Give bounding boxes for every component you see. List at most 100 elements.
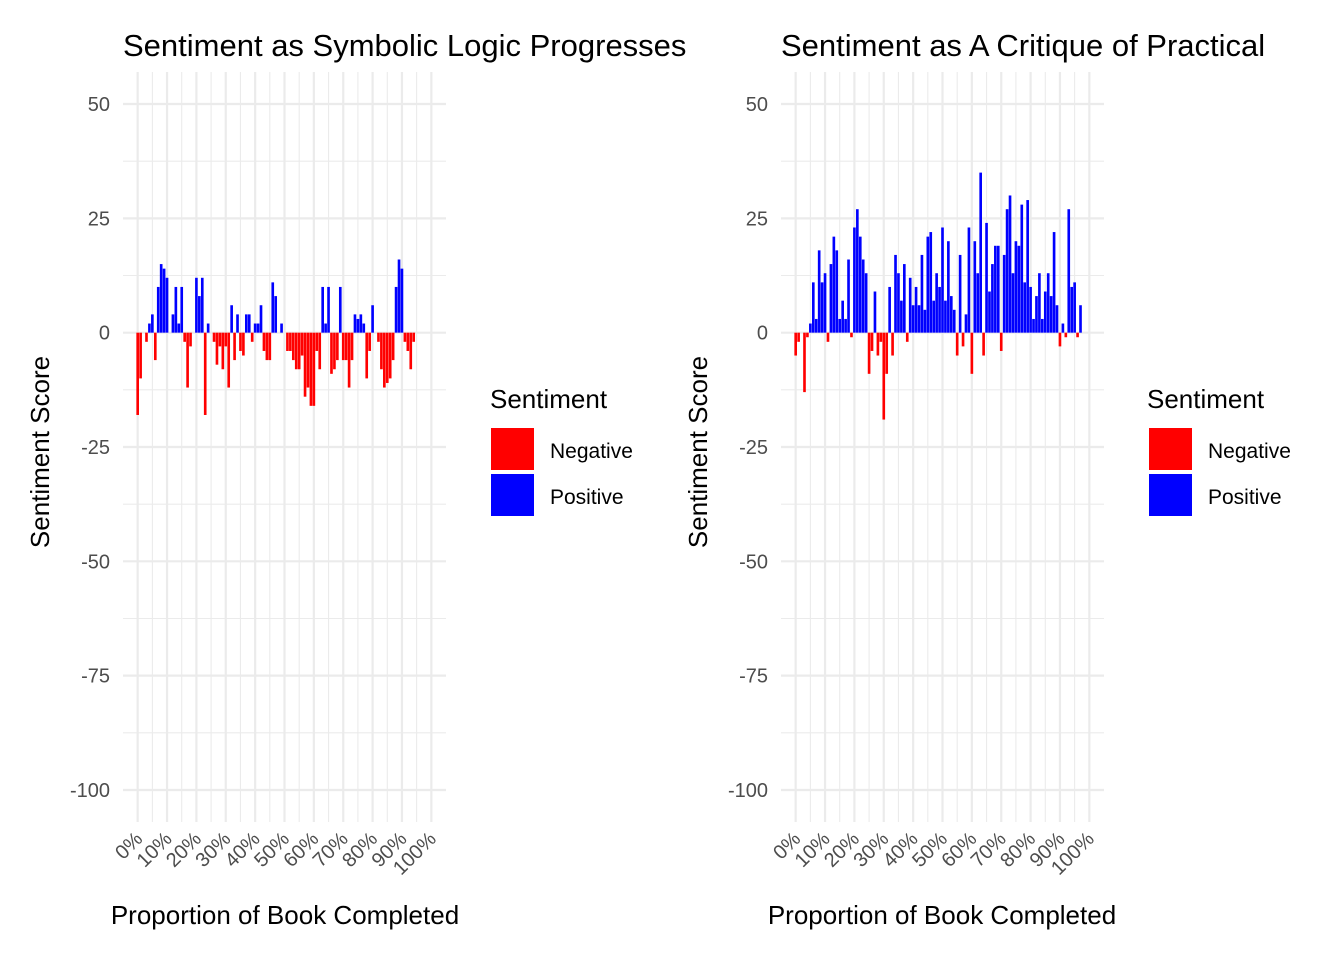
bar [156, 286, 160, 333]
bar [253, 323, 257, 333]
bar [206, 323, 210, 333]
bar [256, 323, 260, 333]
bar [212, 332, 216, 342]
bar [938, 286, 941, 333]
bar [844, 318, 847, 333]
bar [999, 332, 1003, 351]
bar [1049, 296, 1053, 333]
bar [858, 236, 862, 333]
bar [1020, 204, 1024, 333]
y-tick-label: -50 [739, 551, 768, 573]
bar [336, 332, 339, 361]
bar [289, 332, 292, 351]
bar [949, 296, 953, 333]
bar [271, 282, 275, 333]
bar [303, 332, 307, 397]
bar [280, 323, 283, 333]
bar [1026, 200, 1029, 333]
bar [400, 268, 404, 333]
chart-panel-practical-critique: Sentiment as A Critique of Practical 50 2… [683, 28, 1265, 930]
bar [239, 332, 242, 351]
bar [1035, 296, 1038, 333]
bar [1052, 232, 1056, 333]
bar [1008, 195, 1012, 333]
bar [882, 332, 886, 420]
bar [247, 314, 251, 333]
bar [189, 332, 192, 347]
y-tick-label: 25 [88, 208, 110, 230]
bar [809, 323, 812, 333]
bar [333, 332, 336, 370]
bar [224, 332, 228, 347]
bar [297, 332, 301, 370]
bar [294, 332, 298, 370]
bar [1067, 209, 1071, 333]
bar [867, 332, 871, 374]
bar [236, 314, 239, 333]
legend-label-positive: Positive [550, 486, 624, 509]
bar [1011, 273, 1015, 333]
bar [1070, 286, 1074, 333]
bar [829, 264, 833, 333]
bar [856, 209, 859, 333]
bar [406, 332, 410, 351]
bar [1032, 318, 1035, 333]
bar [905, 332, 909, 342]
bar [823, 273, 827, 333]
bar [259, 305, 263, 333]
bar [841, 300, 844, 333]
bar [365, 332, 369, 379]
y-axis-ticks: 50 25 0 -25 -50 -75 -100 [728, 94, 768, 802]
bar [383, 332, 386, 388]
bar [870, 332, 874, 351]
bar [359, 314, 363, 333]
bar [165, 277, 169, 333]
bar [914, 286, 918, 333]
bar [412, 332, 416, 342]
bar [944, 300, 947, 333]
bar [162, 268, 166, 333]
bar [917, 305, 921, 333]
bar [979, 172, 982, 333]
bar [811, 282, 815, 333]
y-axis-ticks: 50 25 0 -25 -50 -75 -100 [70, 94, 110, 802]
y-axis-title: Sentiment Score [683, 356, 713, 548]
bar [970, 332, 974, 374]
bar [920, 254, 924, 333]
bar [814, 318, 818, 333]
bar [312, 332, 316, 406]
bar [391, 332, 395, 361]
bar [371, 305, 374, 333]
legend-key-negative [1149, 428, 1192, 470]
bar [171, 314, 175, 333]
bar [1076, 332, 1079, 338]
bar [817, 250, 821, 333]
bar [985, 222, 988, 333]
x-axis-title: Proportion of Book Completed [768, 900, 1116, 930]
bar [315, 332, 319, 351]
bar [911, 305, 915, 333]
y-tick-label: 0 [757, 323, 768, 345]
bar [148, 323, 151, 333]
chart-panel-symbolic-logic: Sentiment as Symbolic Logic Progresses 5… [25, 28, 686, 930]
bar [803, 332, 806, 393]
bar [794, 332, 798, 356]
y-tick-label: -25 [739, 437, 768, 459]
bar [265, 332, 269, 361]
y-tick-label: 0 [99, 323, 110, 345]
y-tick-label: -25 [81, 437, 110, 459]
bar [806, 332, 809, 338]
bar [1023, 282, 1027, 333]
bar [903, 264, 906, 333]
bar [873, 291, 877, 333]
bar [847, 259, 850, 333]
bar [1002, 254, 1006, 333]
legend-label-negative: Negative [1208, 440, 1291, 463]
bar [964, 314, 968, 333]
chart-title: Sentiment as Symbolic Logic Progresses [123, 28, 686, 63]
bar [153, 332, 157, 361]
legend-label-negative: Negative [550, 440, 633, 463]
bar [338, 286, 342, 333]
bar [321, 286, 324, 333]
